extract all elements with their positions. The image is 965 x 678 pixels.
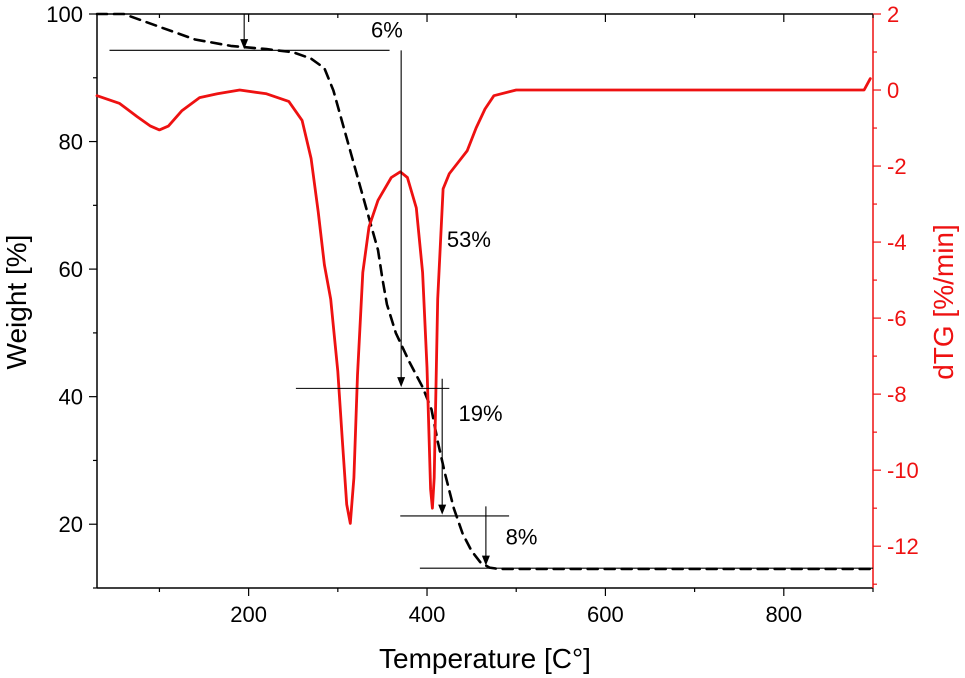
y-right-tick-label: -10 xyxy=(887,458,919,483)
y-right-tick-label: -4 xyxy=(887,230,907,255)
y-right-tick-label: -6 xyxy=(887,306,907,331)
y-right-tick-label: -8 xyxy=(887,382,907,407)
mass-loss-annotation: 8% xyxy=(506,525,538,550)
mass-loss-annotation: 6% xyxy=(371,18,403,43)
series-layer xyxy=(95,12,875,571)
dtg-series-line xyxy=(95,77,872,525)
x-tick-label: 200 xyxy=(230,602,267,627)
y-left-axis-label: Weight [%] xyxy=(1,235,32,370)
y-left-tick-label: 20 xyxy=(59,512,83,537)
y-right-tick-label: -12 xyxy=(887,534,919,559)
y-right-tick-label: 2 xyxy=(887,2,899,27)
y-left-tick-label: 100 xyxy=(46,2,83,27)
y-right-tick-label: 0 xyxy=(887,78,899,103)
labels-layer: 200 400 600 800 20 40 60 80 100 -12 -10 -8 -6 -4 -2 0 2 6… xyxy=(46,2,919,627)
y-left-tick-label: 40 xyxy=(59,385,83,410)
y-left-tick-label: 60 xyxy=(59,257,83,282)
step-arrow-head xyxy=(438,504,447,515)
x-axis-label: Temperature [C°] xyxy=(379,643,591,674)
mass-loss-annotation: 19% xyxy=(459,401,503,426)
weight-series-line xyxy=(95,12,875,571)
x-tick-label: 400 xyxy=(409,602,446,627)
step-arrow-head xyxy=(481,555,490,566)
y-right-tick-label: -2 xyxy=(887,154,907,179)
step-arrow-head xyxy=(397,377,406,388)
x-tick-label: 800 xyxy=(765,602,802,627)
y-right-axis-label: dTG [%/min] xyxy=(928,224,959,380)
step-markers xyxy=(109,14,873,569)
axes-frame xyxy=(89,13,881,596)
step-arrow-head xyxy=(240,39,249,50)
x-tick-label: 600 xyxy=(587,602,624,627)
mass-loss-annotation: 53% xyxy=(447,227,491,252)
y-left-tick-label: 80 xyxy=(59,130,83,155)
